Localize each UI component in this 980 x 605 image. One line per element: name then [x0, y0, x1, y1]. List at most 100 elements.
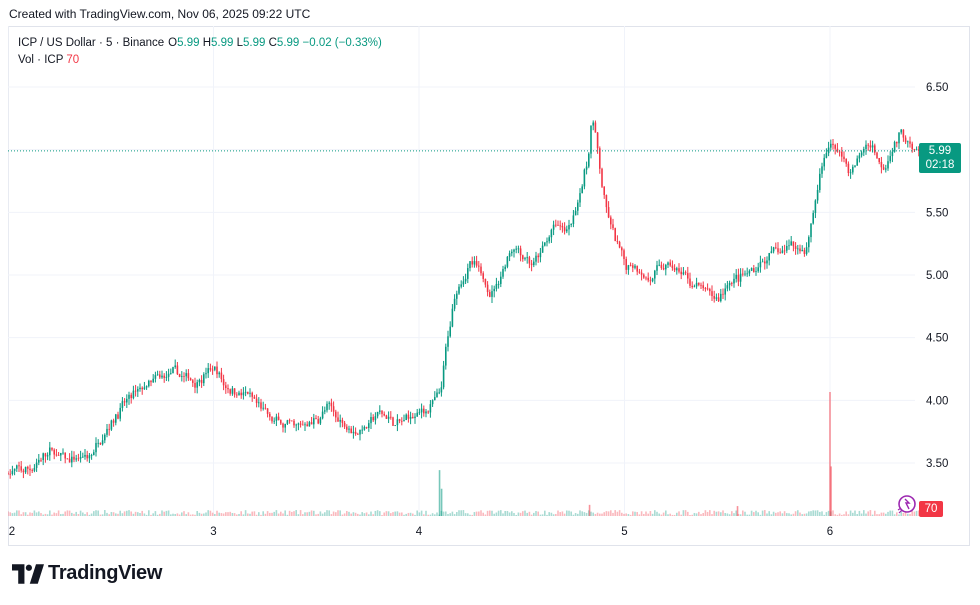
volume-bar: [627, 514, 630, 516]
volume-bar: [579, 510, 581, 516]
candle-body: [302, 424, 304, 426]
volume-bar: [326, 510, 328, 516]
price-axis[interactable]: 3.50 4.00 4.50 5.00 5.50 6.50: [926, 82, 948, 470]
candle-body: [262, 407, 264, 409]
volume-bar: [852, 512, 854, 516]
volume-bar: [141, 510, 143, 516]
volume-bar: [702, 513, 704, 516]
countdown-alert-icon[interactable]: [897, 495, 916, 514]
candle-body: [139, 387, 141, 390]
candle-body: [478, 265, 480, 267]
candle-body: [112, 420, 115, 423]
volume-bar: [577, 513, 579, 516]
volume-bar: [262, 511, 264, 516]
low-value: 5.99: [243, 37, 266, 49]
volume-bar: [330, 514, 333, 516]
volume-bar: [660, 514, 663, 516]
candle-body: [750, 268, 753, 271]
volume-bar: [882, 512, 885, 516]
candle-body: [361, 429, 363, 431]
volume-bar: [915, 510, 918, 516]
volume-bar: [885, 513, 887, 516]
candle-body: [614, 228, 616, 242]
candle-body: [137, 389, 139, 392]
volume-bar: [412, 513, 414, 516]
volume-bar: [385, 511, 388, 516]
candle-body: [889, 156, 891, 162]
candle-body: [453, 298, 456, 309]
candle-body: [51, 447, 53, 450]
candle-body: [634, 265, 636, 268]
symbol-title[interactable]: ICP / US Dollar · 5 · Binance: [18, 37, 165, 49]
volume-bar: [163, 511, 165, 516]
candle-body: [885, 168, 887, 170]
time-axis[interactable]: 2 3 4 5 6: [9, 526, 833, 538]
tradingview-brand[interactable]: TradingView: [12, 562, 162, 585]
volume-bar: [610, 510, 612, 516]
candle-body: [79, 457, 82, 459]
price-chart[interactable]: 3.50 4.00 4.50 5.00 5.50 6.50 2 3 4 5 6: [8, 26, 970, 546]
volume-bar: [381, 514, 383, 516]
volume-bar: [891, 510, 894, 516]
volume-bar: [469, 514, 471, 516]
candle-body: [629, 265, 632, 267]
candle-body: [18, 465, 20, 467]
volume-bar: [90, 513, 93, 516]
candle-body: [326, 403, 328, 411]
candle-body: [40, 459, 42, 461]
volume-bar: [845, 511, 847, 516]
volume-bar: [112, 512, 115, 516]
volume-bar: [533, 512, 535, 516]
volume-bar: [722, 510, 724, 516]
volume-bar: [583, 512, 586, 516]
volume-bar: [423, 514, 425, 516]
candle-body: [568, 225, 570, 230]
candle-body: [566, 229, 568, 232]
time-tick-label: 2: [9, 526, 15, 538]
volume-bar: [271, 512, 273, 516]
candle-body: [898, 132, 900, 144]
candle-body: [308, 422, 311, 427]
volume-bar: [810, 511, 812, 516]
volume-bar: [794, 511, 797, 516]
volume-bar: [445, 511, 447, 516]
candle-body: [726, 285, 729, 289]
volume-bar: [185, 514, 187, 516]
volume-bar: [275, 510, 278, 516]
candle-body: [249, 392, 251, 394]
volume-bar: [308, 511, 311, 516]
volume-bar: [293, 511, 295, 516]
volume-label[interactable]: Vol · ICP: [18, 54, 64, 66]
volume-bar: [585, 512, 588, 516]
volume-bar: [687, 511, 689, 516]
volume-bar: [346, 510, 348, 516]
volume-bar: [46, 514, 49, 516]
volume-bar: [390, 513, 392, 516]
volume-bar: [808, 511, 810, 516]
volume-bar: [189, 514, 192, 516]
candle-body: [381, 410, 383, 414]
volume-bar: [803, 513, 806, 516]
candle-body: [82, 456, 84, 458]
candle-body: [552, 224, 555, 230]
volume-bar: [764, 510, 766, 516]
candle-body: [480, 266, 482, 274]
candle-body: [623, 250, 625, 259]
volume-bar: [106, 512, 108, 516]
volume-bar: [902, 512, 905, 516]
candle-body: [594, 122, 597, 133]
candle-body: [269, 413, 271, 417]
volume-bar: [548, 512, 550, 516]
volume-bar: [363, 513, 366, 516]
bar-countdown: 02:18: [925, 159, 955, 171]
candle-body: [462, 281, 465, 285]
candle-body: [251, 392, 253, 397]
candle-body: [777, 248, 779, 253]
volume-bar: [123, 511, 126, 516]
candle-body: [544, 242, 546, 246]
candle-body: [761, 261, 764, 263]
candle-body: [412, 416, 414, 419]
volume-bar: [715, 511, 718, 516]
candle-body: [20, 466, 22, 471]
volume-bar: [555, 513, 557, 516]
